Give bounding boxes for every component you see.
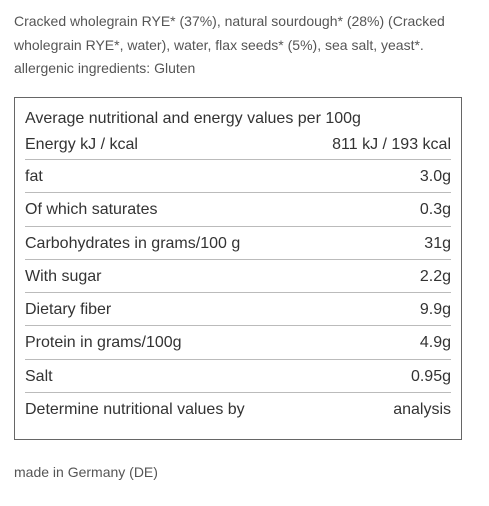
row-value: 31g — [424, 234, 451, 252]
nutrition-row: Of which saturates 0.3g — [25, 193, 451, 227]
nutrition-box: Average nutritional and energy values pe… — [14, 97, 462, 440]
footer: made in Germany (DE) — [14, 464, 158, 480]
nutrition-row: Salt 0.95g — [25, 360, 451, 394]
nutrition-row: Energy kJ / kcal 811 kJ / 193 kcal — [25, 132, 451, 160]
ingredients: Cracked wholegrain RYE* (37%), natural s… — [14, 10, 469, 81]
nutrition-table: Average nutritional and energy values pe… — [25, 106, 451, 426]
nutrition-row: Protein in grams/100g 4.9g — [25, 326, 451, 360]
row-value: 0.95g — [410, 367, 451, 385]
row-label: Dietary fiber — [25, 301, 112, 319]
row-value: 3.0g — [419, 168, 451, 185]
nutrition-row: With sugar 2.2g — [25, 260, 451, 294]
row-label: fat — [25, 168, 43, 185]
row-label: Of which saturates — [25, 201, 158, 219]
row-value: 2.2g — [419, 267, 451, 285]
nutrition-row: Determine nutritional values by analysis — [25, 393, 451, 426]
row-value: 0.3g — [419, 201, 451, 219]
row-value: 9.9g — [419, 301, 451, 319]
nutrition-row: fat 3.0g — [25, 160, 451, 194]
nutrition-title: Average nutritional and energy values pe… — [25, 110, 361, 127]
row-label: Salt — [25, 367, 53, 385]
row-label: Energy kJ / kcal — [25, 136, 138, 153]
nutrition-row: Dietary fiber 9.9g — [25, 293, 451, 327]
nutrition-row: Carbohydrates in grams/100 g 31g — [25, 227, 451, 260]
row-value: analysis — [393, 401, 451, 419]
row-label: With sugar — [25, 267, 102, 285]
allergens: allergenic ingredients: Gluten — [14, 60, 196, 76]
row-value: 811 kJ / 193 kcal — [332, 136, 451, 153]
row-value: 4.9g — [419, 334, 451, 352]
row-label: Carbohydrates in grams/100 g — [25, 234, 241, 252]
row-label: Protein in grams/100g — [25, 334, 182, 352]
ingredients-text: Cracked wholegrain RYE* (37%), natural s… — [14, 13, 445, 53]
row-label: Determine nutritional values by — [25, 401, 245, 419]
